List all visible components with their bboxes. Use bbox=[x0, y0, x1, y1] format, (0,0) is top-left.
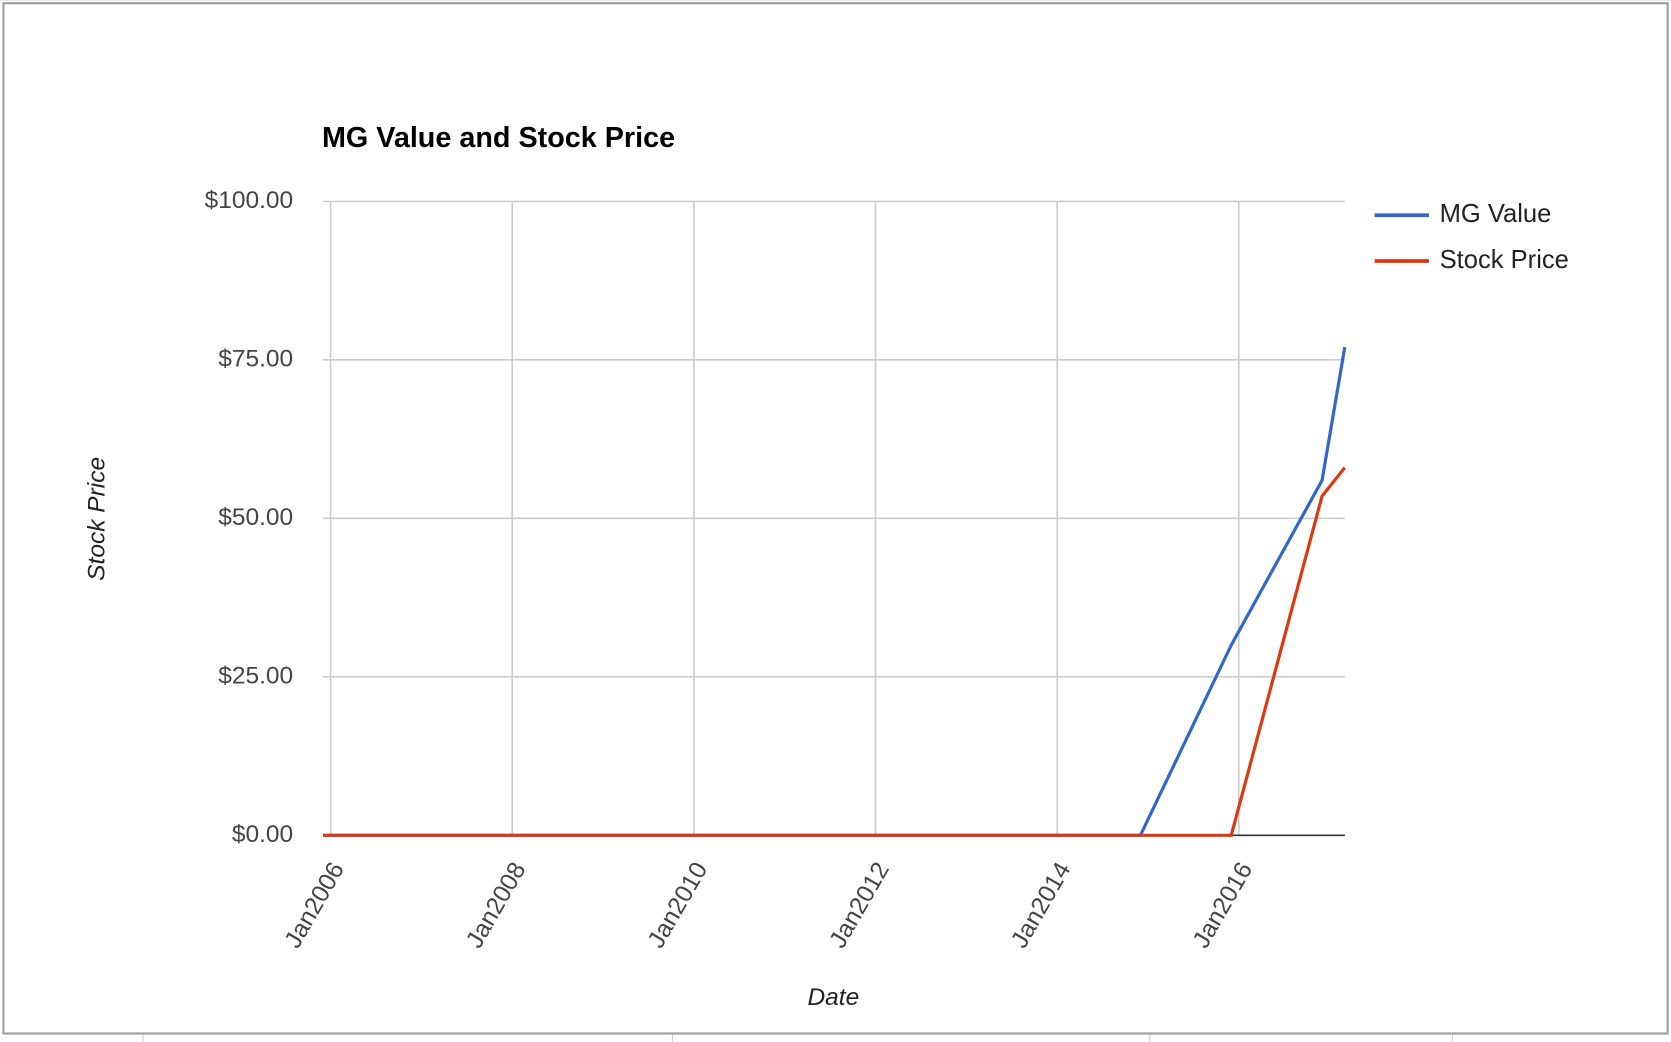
y-tick-label: $25.00 bbox=[218, 662, 293, 689]
y-axis-label: Stock Price bbox=[84, 457, 111, 581]
y-tick-label: $50.00 bbox=[218, 504, 293, 531]
legend-label: MG Value bbox=[1440, 200, 1552, 228]
chart-title: MG Value and Stock Price bbox=[322, 122, 675, 154]
y-tick-label: $75.00 bbox=[218, 345, 293, 372]
y-tick-label: $100.00 bbox=[205, 187, 294, 214]
y-tick-label: $0.00 bbox=[232, 821, 293, 848]
x-axis-label: Date bbox=[807, 984, 859, 1011]
legend-label: Stock Price bbox=[1440, 246, 1569, 274]
line-series bbox=[323, 466, 1347, 837]
